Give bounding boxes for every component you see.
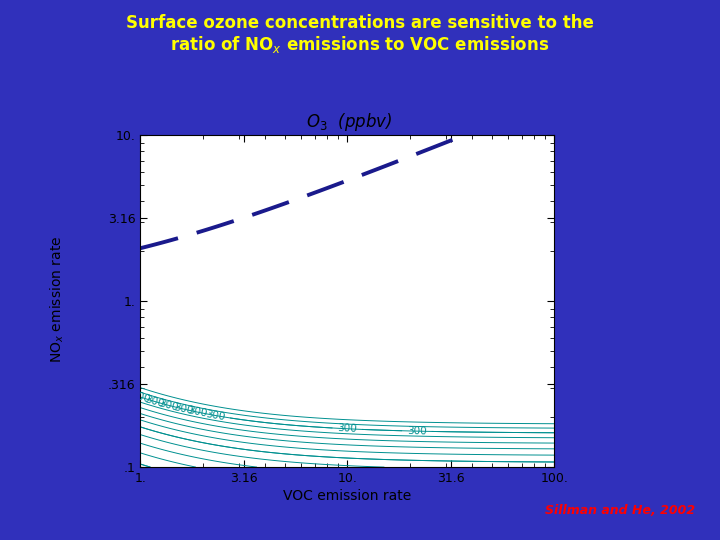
Text: NO$_x$ emission rate: NO$_x$ emission rate — [49, 236, 66, 363]
Text: 300: 300 — [158, 398, 179, 413]
Text: 300: 300 — [204, 409, 226, 422]
Text: ratio of NO$_x$ emissions to VOC emissions: ratio of NO$_x$ emissions to VOC emissio… — [171, 34, 549, 55]
Text: Surface ozone concentrations are sensitive to the: Surface ozone concentrations are sensiti… — [126, 14, 594, 32]
Text: 300: 300 — [173, 402, 194, 416]
Text: 300: 300 — [187, 406, 208, 419]
Text: 300: 300 — [337, 423, 357, 434]
Text: 300: 300 — [130, 389, 151, 405]
Text: Sillman and He, 2002: Sillman and He, 2002 — [544, 504, 695, 517]
X-axis label: VOC emission rate: VOC emission rate — [283, 489, 412, 503]
Text: $O_3$  (ppbv): $O_3$ (ppbv) — [306, 111, 392, 133]
Text: 300: 300 — [144, 394, 166, 409]
Text: 300: 300 — [407, 426, 427, 436]
